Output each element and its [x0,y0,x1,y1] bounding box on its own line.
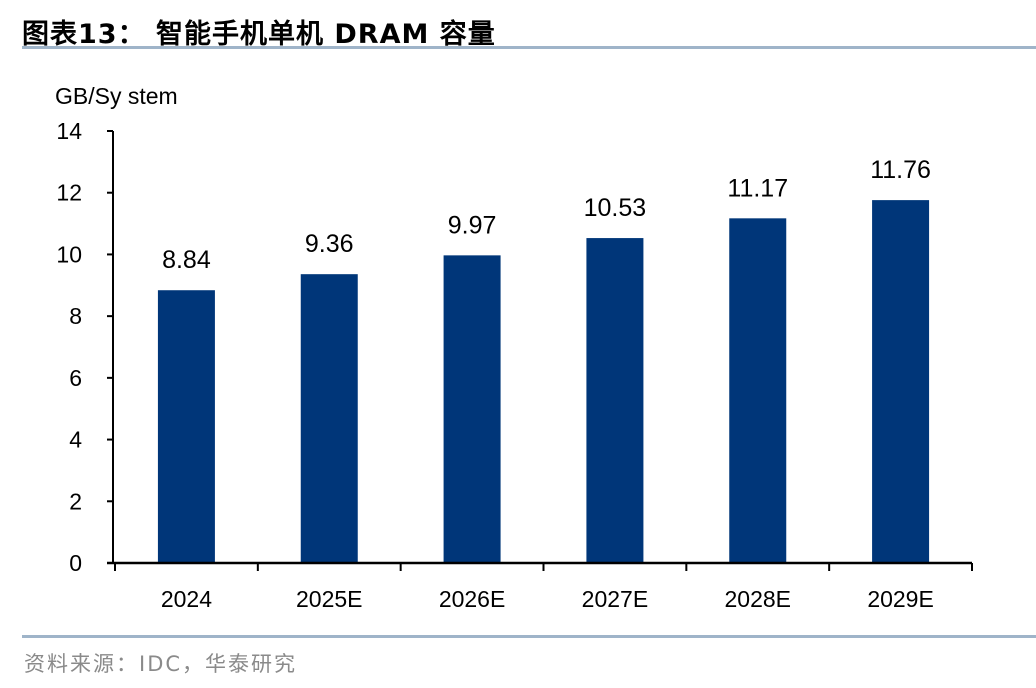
data-label: 11.17 [727,174,788,202]
x-tick-label: 2029E [867,586,934,612]
bar-2027E [586,238,644,563]
x-tick-label: 2026E [439,586,506,612]
data-label: 9.97 [448,211,497,239]
y-tick-label: 8 [69,303,82,329]
x-tick-label: 2024 [161,586,212,612]
x-tick-label: 2027E [582,586,649,612]
y-tick-label: 4 [69,427,82,453]
bar-2024 [157,290,215,563]
y-tick-label: 14 [56,118,82,144]
y-tick-label: 10 [56,241,82,267]
bar-chart: GB/Sy stem 8.84 9.36 9.97 10.53 11.17 11.76 2… [55,83,973,612]
y-tick-label: 12 [56,180,82,206]
y-tick-label: 0 [69,550,82,576]
data-label: 8.84 [162,246,211,274]
bar-2029E [872,200,930,563]
data-label: 11.76 [870,156,931,184]
source-note: 资料来源：IDC，华泰研究 [24,652,298,676]
data-label: 9.36 [305,230,354,258]
bar-2026E [443,255,501,563]
y-tick-label: 6 [69,365,82,391]
y-axis-label: GB/Sy stem [55,83,178,109]
y-tick-label: 2 [69,488,82,514]
bar-2025E [300,274,358,563]
bar-2028E [729,218,787,563]
x-tick-label: 2025E [296,586,363,612]
x-tick-label: 2028E [724,586,791,612]
chart-title: 图表13： 智能手机单机 DRAM 容量 [22,19,496,50]
data-label: 10.53 [584,194,647,222]
footer-divider [22,635,1036,638]
title-divider [22,46,1036,49]
